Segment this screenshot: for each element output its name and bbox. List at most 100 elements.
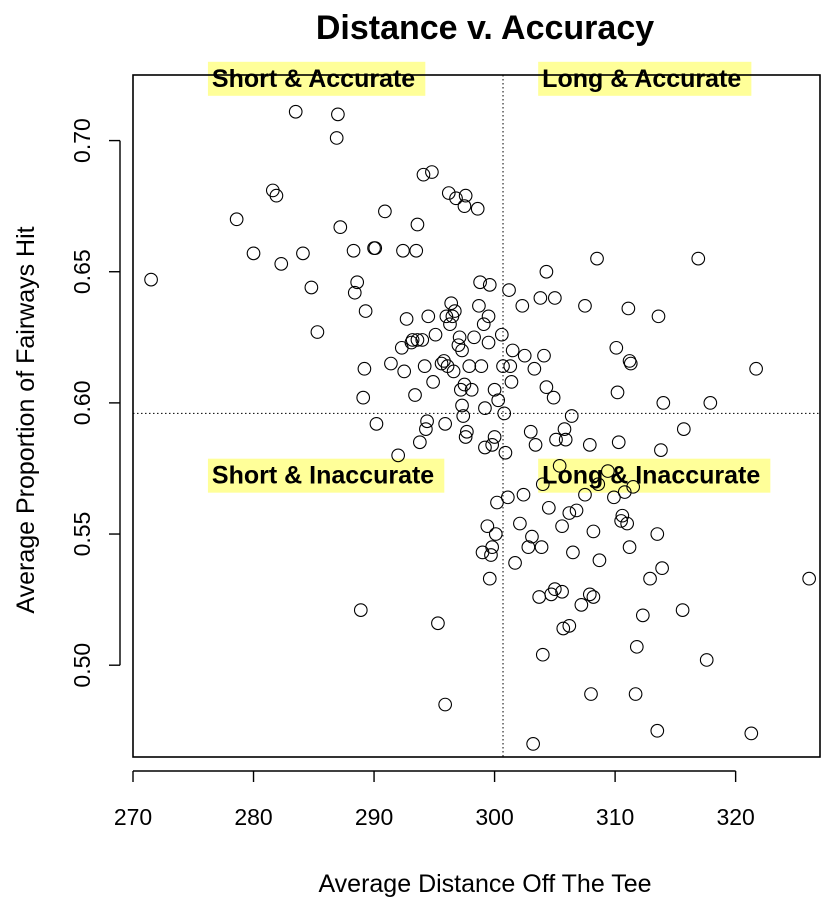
- data-point: [246, 246, 261, 261]
- data-point: [635, 608, 650, 623]
- data-point: [458, 430, 473, 444]
- x-tick-label: 320: [716, 804, 754, 830]
- data-point: [584, 687, 598, 701]
- data-point: [408, 388, 422, 402]
- data-point: [654, 443, 668, 457]
- data-point: [508, 556, 522, 570]
- data-point: [547, 582, 562, 596]
- data-point: [457, 377, 472, 392]
- data-point: [549, 432, 563, 447]
- data-point: [419, 422, 433, 436]
- quadrant-label-text: Long & Inaccurate: [542, 462, 760, 490]
- data-point: [610, 385, 625, 400]
- data-point: [409, 243, 424, 258]
- plot-frame: [132, 74, 821, 758]
- data-point: [539, 264, 554, 279]
- data-point: [478, 440, 492, 455]
- quadrant-label-text: Short & Inaccurate: [212, 462, 434, 490]
- data-point: [515, 298, 530, 313]
- data-point: [528, 438, 543, 452]
- data-point: [449, 191, 463, 206]
- data-point: [586, 524, 601, 539]
- data-point: [626, 479, 641, 494]
- data-point: [396, 243, 410, 258]
- quadrant-label-highlight: [538, 61, 752, 96]
- data-point: [420, 414, 434, 429]
- data-point: [410, 217, 425, 232]
- data-point: [472, 298, 486, 313]
- y-tick-label: 0.65: [69, 249, 95, 294]
- x-tick-label: 290: [355, 804, 393, 830]
- data-point: [369, 417, 384, 431]
- data-point: [562, 506, 577, 520]
- quadrant-label: Long & Accurate: [538, 61, 752, 96]
- data-point: [503, 359, 518, 374]
- data-point: [615, 508, 630, 523]
- data-point: [426, 375, 440, 389]
- data-point: [378, 204, 392, 219]
- data-point: [457, 199, 472, 214]
- data-point: [460, 424, 474, 439]
- data-point: [552, 458, 567, 473]
- data-point: [525, 529, 539, 544]
- data-point: [535, 477, 550, 492]
- data-point: [526, 737, 540, 751]
- data-point: [346, 243, 361, 258]
- quadrant-label: Long & Inaccurate: [538, 458, 771, 493]
- data-point: [455, 398, 469, 413]
- data-point: [446, 364, 461, 379]
- data-point: [467, 330, 481, 345]
- quadrant-label: Short & Inaccurate: [207, 458, 445, 493]
- data-point: [655, 561, 669, 575]
- data-point: [481, 309, 496, 324]
- data-point: [569, 503, 584, 518]
- data-point: [474, 359, 489, 374]
- data-point: [505, 343, 520, 358]
- quadrant-label-highlight: [207, 458, 445, 493]
- data-point: [744, 726, 759, 741]
- data-point: [485, 540, 500, 555]
- data-point: [643, 571, 657, 586]
- data-point: [417, 359, 432, 374]
- chart-title: Distance v. Accuracy: [316, 9, 654, 47]
- data-point: [566, 545, 580, 560]
- data-point: [347, 285, 362, 300]
- data-point: [421, 309, 436, 324]
- data-point: [650, 723, 665, 738]
- data-point: [428, 327, 443, 342]
- data-point: [614, 514, 628, 528]
- data-point: [391, 448, 406, 463]
- data-point: [521, 540, 536, 555]
- data-point: [535, 647, 550, 662]
- data-point: [491, 393, 506, 408]
- data-point: [367, 241, 381, 255]
- data-point: [331, 107, 345, 122]
- data-point: [592, 553, 607, 568]
- data-point: [516, 487, 531, 502]
- data-point: [431, 616, 445, 631]
- data-point: [405, 333, 420, 347]
- data-point: [480, 519, 495, 534]
- data-point: [384, 356, 398, 371]
- data-point: [502, 283, 516, 297]
- data-point: [703, 396, 718, 410]
- data-point: [675, 603, 690, 617]
- data-point: [609, 340, 624, 355]
- data-point: [356, 390, 371, 405]
- data-point: [578, 298, 592, 313]
- data-point: [333, 220, 348, 234]
- data-point: [464, 382, 479, 397]
- scatter-points: [144, 104, 817, 751]
- data-point: [144, 272, 158, 287]
- quadrant-label-highlight: [538, 458, 771, 493]
- data-point: [455, 343, 469, 358]
- x-tick-label: 300: [475, 804, 513, 830]
- data-point: [482, 571, 497, 586]
- quadrant-label-highlight: [207, 61, 426, 96]
- data-point: [488, 527, 503, 541]
- data-point: [296, 246, 310, 261]
- data-point: [699, 653, 714, 667]
- data-point: [621, 301, 636, 316]
- data-point: [622, 540, 637, 555]
- data-point: [562, 618, 577, 633]
